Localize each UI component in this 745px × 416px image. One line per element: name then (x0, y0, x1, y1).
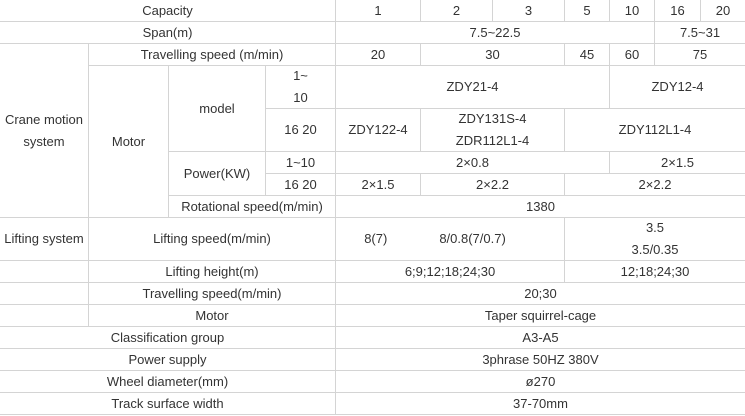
track-width-value: 37-70mm (336, 393, 745, 415)
capacity-value: 20 (701, 0, 745, 22)
capacity-value: 2 (421, 0, 493, 22)
power-value: 2×2.2 (421, 174, 565, 196)
power-capacity: 16 20 (266, 174, 336, 196)
power-value: 2×1.5 (336, 174, 421, 196)
lifting-height-value: 12;18;24;30 (565, 261, 745, 283)
span-label: Span(m) (0, 22, 336, 44)
track-width-label: Track surface width (0, 393, 336, 415)
lifting-height-value: 6;9;12;18;24;30 (336, 261, 565, 283)
travelling-speed-value: 30 (421, 44, 565, 66)
capacity-value: 1 (336, 0, 421, 22)
lifting-speed-value-b: 8/0.8(7/0.7) (439, 231, 506, 246)
lifting-motor-value: Taper squirrel-cage (336, 305, 745, 327)
power-supply-label: Power supply (0, 349, 336, 371)
model-value-line1: ZDY131S-4 (458, 111, 527, 126)
lifting-speed-value-line2: 3.5/0.35 (631, 242, 679, 257)
travelling-speed-value: 20 (336, 44, 421, 66)
rotational-speed-label: Rotational speed(m/min) (169, 196, 336, 218)
travelling-speed-value: 60 (610, 44, 655, 66)
crane-motion-label-line2: system (23, 133, 65, 149)
capacity-label: Capacity (0, 0, 336, 22)
model-value: ZDY21-4 (336, 66, 610, 109)
model-capacity: 1~ 10 (266, 66, 336, 109)
crane-motion-label-line1: Crane motion (4, 111, 84, 127)
model-capacity-line2: 10 (293, 90, 308, 105)
travelling-speed-value: 45 (565, 44, 610, 66)
power-label: Power(KW) (169, 152, 266, 196)
model-value: ZDY131S-4 ZDR112L1-4 (421, 109, 565, 152)
capacity-value: 10 (610, 0, 655, 22)
model-capacity-line1: 1~ (293, 68, 308, 83)
lifting-speed-label: Lifting speed(m/min) (89, 218, 336, 261)
classification-value: A3-A5 (336, 327, 745, 349)
lifting-speed-value: 8(7) 8/0.8(7/0.7) (336, 218, 565, 261)
model-label: model (169, 66, 266, 152)
lifting-speed-value: 3.5 3.5/0.35 (565, 218, 745, 261)
wheel-diameter-value: ø270 (336, 371, 745, 393)
capacity-value: 5 (565, 0, 610, 22)
span-value: 7.5~22.5 (336, 22, 655, 44)
lifting-system-label: Lifting system (0, 218, 89, 261)
lifting-travelling-speed-label: Travelling speed(m/min) (89, 283, 336, 305)
classification-label: Classification group (0, 327, 336, 349)
power-value: 2×2.2 (565, 174, 745, 196)
model-value: ZDY12-4 (610, 66, 745, 109)
power-capacity: 1~10 (266, 152, 336, 174)
model-capacity: 16 20 (266, 109, 336, 152)
wheel-diameter-label: Wheel diameter(mm) (0, 371, 336, 393)
motor-label: Motor (89, 66, 169, 218)
empty-cell (0, 283, 89, 305)
empty-cell (0, 305, 89, 327)
empty-cell (0, 261, 89, 283)
travelling-speed-label: Travelling speed (m/min) (89, 44, 336, 66)
lifting-motor-label: Motor (89, 305, 336, 327)
span-value: 7.5~31 (655, 22, 745, 44)
capacity-value: 3 (493, 0, 565, 22)
crane-motion-label: Crane motion system (0, 44, 89, 218)
capacity-value: 16 (655, 0, 701, 22)
model-value: ZDY122-4 (336, 109, 421, 152)
power-value: 2×0.8 (336, 152, 610, 174)
lifting-speed-value-line1: 3.5 (645, 220, 665, 235)
lifting-speed-value-a: 8(7) (364, 231, 388, 246)
lifting-height-label: Lifting height(m) (89, 261, 336, 283)
lifting-travelling-speed-value: 20;30 (336, 283, 745, 305)
power-supply-value: 3phrase 50HZ 380V (336, 349, 745, 371)
travelling-speed-value: 75 (655, 44, 745, 66)
rotational-speed-value: 1380 (336, 196, 745, 218)
power-value: 2×1.5 (610, 152, 745, 174)
model-value: ZDY112L1-4 (565, 109, 745, 152)
model-value-line2: ZDR112L1-4 (455, 133, 530, 148)
